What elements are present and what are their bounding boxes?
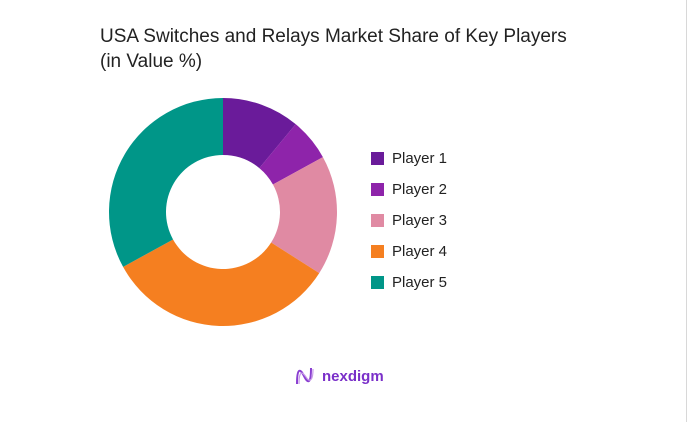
legend-swatch bbox=[371, 245, 384, 258]
chart-title-line-2: (in Value %) bbox=[100, 51, 203, 72]
legend-label: Player 4 bbox=[392, 243, 448, 260]
legend-label: Player 2 bbox=[392, 181, 448, 198]
donut-slice-1 bbox=[223, 98, 296, 169]
legend-item: Player 5 bbox=[371, 267, 447, 298]
chart-title-line-1: USA Switches and Relays Market Share of … bbox=[100, 26, 567, 47]
legend-swatch bbox=[371, 152, 384, 165]
legend-label: Player 5 bbox=[392, 274, 448, 291]
donut-slice-2 bbox=[259, 124, 323, 185]
chart-title: USA Switches and Relays Market Share of … bbox=[100, 24, 567, 74]
legend-item: Player 2 bbox=[371, 174, 447, 205]
legend-swatch bbox=[371, 214, 384, 227]
legend-item: Player 3 bbox=[371, 205, 447, 236]
donut-slice-4 bbox=[123, 239, 320, 326]
legend-item: Player 1 bbox=[371, 143, 447, 174]
logo-text: nexdigm bbox=[322, 367, 384, 385]
logo-mark-icon bbox=[296, 367, 314, 385]
legend-label: Player 1 bbox=[392, 150, 448, 167]
legend-item: Player 4 bbox=[371, 236, 447, 267]
legend-swatch bbox=[371, 276, 384, 289]
legend: Player 1 Player 2 Player 3 Player 4 Play… bbox=[371, 143, 447, 298]
donut-slice-5 bbox=[109, 98, 223, 267]
nexdigm-logo: nexdigm bbox=[294, 366, 384, 386]
legend-swatch bbox=[371, 183, 384, 196]
legend-label: Player 3 bbox=[392, 212, 448, 229]
donut-slice-3 bbox=[271, 157, 337, 274]
